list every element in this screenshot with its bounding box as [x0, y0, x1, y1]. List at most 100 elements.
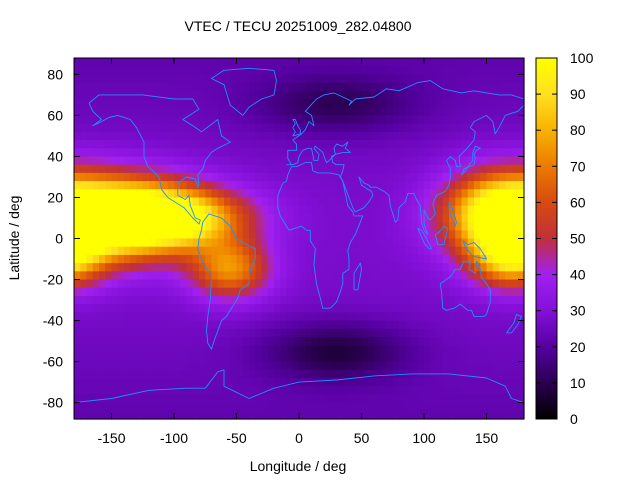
heatmap-cell: [430, 172, 438, 182]
heatmap-cell: [380, 402, 388, 412]
heatmap-cell: [374, 402, 381, 412]
heatmap-cell: [386, 279, 394, 289]
heatmap-cell: [217, 361, 225, 371]
heatmap-cell: [149, 254, 156, 264]
heatmap-cell: [267, 287, 275, 297]
heatmap-cell: [236, 238, 244, 248]
heatmap-cell: [386, 254, 394, 264]
heatmap-cell: [411, 164, 419, 174]
heatmap-cell: [330, 172, 338, 182]
heatmap-cell: [136, 304, 144, 313]
heatmap-cell: [399, 238, 406, 248]
heatmap-cell: [124, 287, 131, 297]
heatmap-cell: [424, 402, 431, 412]
heatmap-cell: [324, 238, 331, 248]
heatmap-cell: [336, 189, 344, 199]
heatmap-cell: [86, 181, 94, 190]
heatmap-cell: [342, 279, 350, 289]
heatmap-cell: [199, 82, 206, 92]
heatmap-cell: [299, 82, 306, 92]
heatmap-cell: [174, 164, 181, 174]
heatmap-cell: [92, 361, 100, 371]
heatmap-cell: [405, 345, 413, 354]
heatmap-cell: [317, 164, 325, 174]
heatmap-cell: [330, 295, 338, 305]
heatmap-cell: [205, 394, 213, 404]
heatmap-cell: [511, 164, 519, 174]
heatmap-cell: [342, 74, 350, 84]
heatmap-cell: [367, 181, 375, 190]
heatmap-cell: [255, 394, 263, 404]
heatmap-cell: [311, 140, 319, 149]
heatmap-cell: [517, 304, 525, 313]
heatmap-cell: [192, 369, 200, 379]
heatmap-cell: [330, 320, 338, 330]
heatmap-cell: [105, 386, 113, 395]
heatmap-cell: [142, 131, 150, 141]
heatmap-cell: [486, 205, 494, 215]
heatmap-cell: [417, 66, 425, 75]
heatmap-cell: [211, 156, 219, 166]
heatmap-cell: [386, 402, 394, 412]
heatmap-cell: [167, 394, 175, 404]
heatmap-cell: [136, 213, 144, 223]
heatmap-cell: [392, 271, 400, 281]
heatmap-cell: [349, 115, 356, 125]
heatmap-cell: [461, 222, 469, 231]
heatmap-cell: [442, 361, 450, 371]
heatmap-cell: [467, 336, 475, 346]
heatmap-cell: [342, 386, 350, 395]
heatmap-cell: [330, 189, 338, 199]
heatmap-cell: [411, 320, 419, 330]
heatmap-cell: [492, 254, 500, 264]
heatmap-cell: [461, 410, 469, 420]
heatmap-cell: [292, 58, 300, 67]
heatmap-cell: [136, 107, 144, 117]
heatmap-cell: [324, 271, 331, 281]
heatmap-cell: [192, 320, 200, 330]
heatmap-cell: [286, 386, 294, 395]
heatmap-cell: [99, 336, 106, 346]
heatmap-cell: [74, 279, 81, 289]
heatmap-cell: [336, 140, 344, 149]
heatmap-cell: [242, 181, 250, 190]
heatmap-cell: [311, 271, 319, 281]
heatmap-cell: [136, 181, 144, 190]
heatmap-cell: [217, 263, 225, 272]
heatmap-cell: [436, 222, 444, 231]
heatmap-cell: [455, 336, 463, 346]
heatmap-cell: [505, 295, 513, 305]
heatmap-cell: [149, 402, 156, 412]
heatmap-cell: [261, 295, 269, 305]
heatmap-cell: [436, 123, 444, 133]
heatmap-cell: [142, 74, 150, 84]
heatmap-cell: [505, 320, 513, 330]
heatmap-cell: [336, 271, 344, 281]
heatmap-cell: [505, 279, 513, 289]
heatmap-cell: [349, 295, 356, 305]
heatmap-cell: [436, 386, 444, 395]
heatmap-cell: [505, 410, 513, 420]
heatmap-cell: [111, 394, 119, 404]
heatmap-cell: [167, 82, 175, 92]
heatmap-cell: [274, 377, 281, 387]
heatmap-cell: [92, 312, 100, 322]
heatmap-cell: [355, 263, 363, 272]
heatmap-cell: [411, 295, 419, 305]
heatmap-cell: [474, 230, 481, 240]
heatmap-cell: [155, 402, 163, 412]
heatmap-cell: [517, 189, 525, 199]
heatmap-cell: [186, 148, 194, 158]
heatmap-cell: [467, 58, 475, 67]
heatmap-cell: [174, 156, 181, 166]
heatmap-cell: [374, 386, 381, 395]
heatmap-cell: [442, 131, 450, 141]
heatmap-cell: [380, 394, 388, 404]
x-tick-label: 0: [295, 430, 303, 446]
heatmap-cell: [236, 107, 244, 117]
heatmap-cell: [374, 82, 381, 92]
heatmap-cell: [474, 304, 481, 313]
heatmap-cell: [80, 254, 88, 264]
heatmap-cell: [455, 148, 463, 158]
heatmap-cell: [186, 328, 194, 338]
